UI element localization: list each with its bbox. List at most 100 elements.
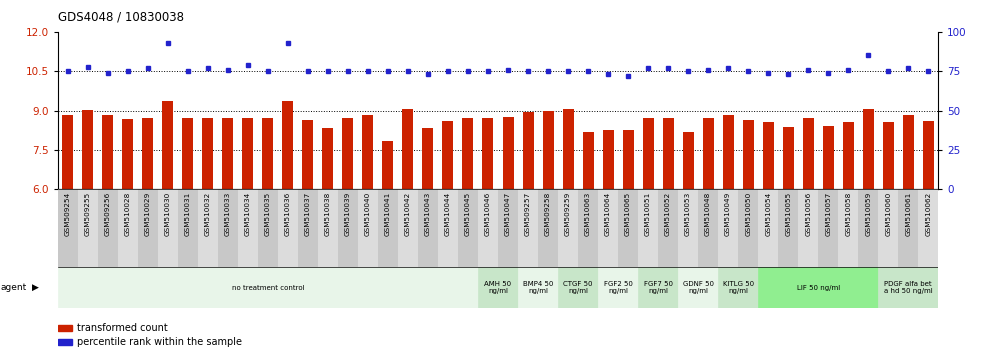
- Bar: [678, 189, 698, 267]
- Bar: [702, 118, 713, 189]
- Bar: [358, 189, 377, 267]
- Text: GSM510049: GSM510049: [725, 192, 731, 236]
- Text: GSM510034: GSM510034: [245, 192, 251, 236]
- Text: GSM510031: GSM510031: [185, 192, 191, 236]
- Text: GSM510061: GSM510061: [905, 192, 911, 236]
- Text: GSM510057: GSM510057: [825, 192, 832, 236]
- Text: GSM510036: GSM510036: [285, 192, 291, 236]
- Bar: [538, 189, 558, 267]
- Bar: [83, 110, 94, 189]
- Bar: [242, 118, 253, 189]
- Bar: [583, 132, 594, 189]
- Bar: [803, 118, 814, 189]
- Text: ▶: ▶: [32, 283, 39, 292]
- Text: GSM510041: GSM510041: [384, 192, 391, 236]
- Text: GDS4048 / 10830038: GDS4048 / 10830038: [58, 11, 184, 24]
- Text: GSM510060: GSM510060: [885, 192, 891, 236]
- Text: FGF2 50
ng/ml: FGF2 50 ng/ml: [604, 281, 632, 294]
- Bar: [642, 118, 653, 189]
- Text: GSM510051: GSM510051: [645, 192, 651, 236]
- Bar: [758, 189, 778, 267]
- Bar: [622, 130, 633, 189]
- Bar: [563, 109, 574, 189]
- Bar: [458, 189, 478, 267]
- Text: percentile rank within the sample: percentile rank within the sample: [77, 337, 242, 347]
- Bar: [498, 189, 518, 267]
- Bar: [823, 126, 834, 189]
- Bar: [658, 189, 678, 267]
- Text: GDNF 50
ng/ml: GDNF 50 ng/ml: [682, 281, 713, 294]
- Text: transformed count: transformed count: [77, 323, 167, 333]
- Bar: [743, 120, 754, 189]
- Bar: [278, 189, 298, 267]
- Bar: [98, 189, 118, 267]
- Bar: [283, 102, 294, 189]
- Bar: [137, 189, 157, 267]
- Bar: [723, 115, 734, 189]
- Bar: [142, 118, 153, 189]
- Bar: [78, 189, 98, 267]
- Text: GSM510055: GSM510055: [785, 192, 791, 236]
- Text: GSM510050: GSM510050: [745, 192, 751, 236]
- Text: GSM510056: GSM510056: [805, 192, 811, 236]
- Text: GSM510030: GSM510030: [164, 192, 171, 236]
- Bar: [718, 267, 758, 308]
- Bar: [442, 121, 453, 189]
- Text: GSM510059: GSM510059: [866, 192, 872, 236]
- Bar: [518, 267, 558, 308]
- Text: GSM510033: GSM510033: [225, 192, 231, 236]
- Bar: [598, 189, 619, 267]
- Bar: [518, 189, 538, 267]
- Text: agent: agent: [1, 283, 27, 292]
- Bar: [262, 118, 273, 189]
- Bar: [398, 189, 418, 267]
- Text: GSM510063: GSM510063: [585, 192, 591, 236]
- Bar: [338, 189, 358, 267]
- Bar: [678, 267, 718, 308]
- Bar: [558, 267, 598, 308]
- Bar: [662, 118, 673, 189]
- Text: CTGF 50
ng/ml: CTGF 50 ng/ml: [564, 281, 593, 294]
- Bar: [222, 118, 233, 189]
- Bar: [523, 112, 534, 189]
- Bar: [178, 189, 198, 267]
- Bar: [818, 189, 839, 267]
- Bar: [318, 189, 338, 267]
- Bar: [863, 109, 873, 189]
- Bar: [778, 189, 798, 267]
- Text: GSM510038: GSM510038: [325, 192, 331, 236]
- Bar: [738, 189, 758, 267]
- Bar: [238, 189, 258, 267]
- Bar: [859, 189, 878, 267]
- Bar: [103, 115, 114, 189]
- Text: GSM509255: GSM509255: [85, 192, 91, 236]
- Bar: [123, 119, 133, 189]
- Bar: [58, 189, 78, 267]
- Text: LIF 50 ng/ml: LIF 50 ng/ml: [797, 285, 840, 291]
- Bar: [878, 267, 938, 308]
- Bar: [438, 189, 458, 267]
- Bar: [402, 109, 413, 189]
- Text: GSM509257: GSM509257: [525, 192, 531, 236]
- Text: GSM510052: GSM510052: [665, 192, 671, 236]
- Text: no treatment control: no treatment control: [231, 285, 304, 291]
- Bar: [619, 189, 638, 267]
- Bar: [162, 102, 173, 189]
- Text: GSM510028: GSM510028: [124, 192, 130, 236]
- Bar: [898, 189, 918, 267]
- Bar: [363, 115, 374, 189]
- Text: GSM510044: GSM510044: [445, 192, 451, 236]
- Bar: [918, 189, 938, 267]
- Text: GSM510046: GSM510046: [485, 192, 491, 236]
- Bar: [118, 189, 137, 267]
- Text: GSM510043: GSM510043: [425, 192, 431, 236]
- Bar: [202, 118, 213, 189]
- Bar: [558, 189, 578, 267]
- Bar: [878, 189, 898, 267]
- Bar: [783, 127, 794, 189]
- Text: GSM510053: GSM510053: [685, 192, 691, 236]
- Bar: [198, 189, 218, 267]
- Bar: [157, 189, 178, 267]
- Bar: [482, 118, 493, 189]
- Bar: [58, 325, 72, 331]
